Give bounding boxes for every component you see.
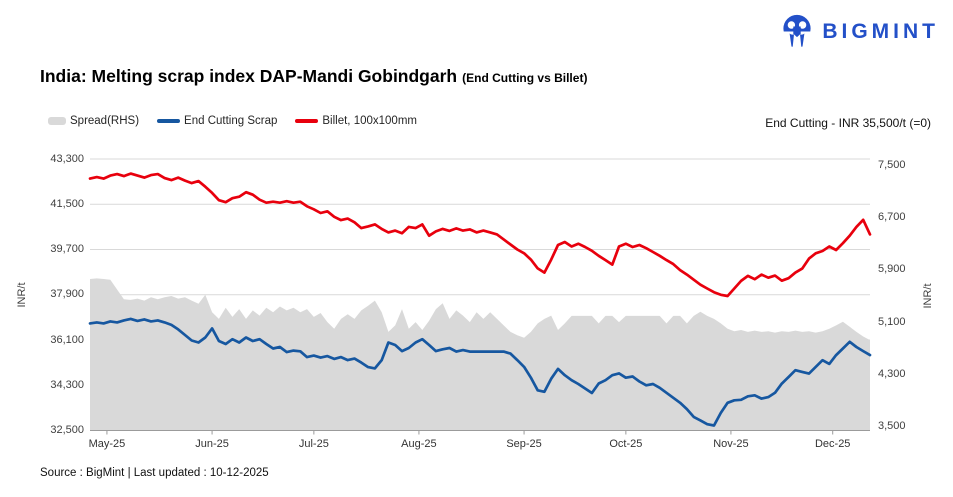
legend: Spread(RHS) End Cutting Scrap Billet, 100x…	[48, 115, 417, 127]
x-tick-1: Jun-25	[195, 438, 229, 450]
legend-swatch-0	[48, 117, 66, 125]
x-tick-2: Jul-25	[298, 438, 329, 450]
legend-item-0: Spread(RHS)	[48, 115, 139, 127]
y-left-tick-6: 32,500	[50, 424, 84, 436]
x-tick-7: Dec-25	[814, 438, 851, 450]
y-axis-left-unit-label: INR/t	[16, 282, 28, 308]
y-left-tick-1: 41,500	[50, 197, 84, 210]
x-tick-0: May-25	[88, 438, 126, 450]
bigmint-logo-icon	[783, 14, 811, 47]
y-right-tick-0: 7,500	[878, 158, 906, 171]
legend-item-2: Billet, 100x100mm	[295, 115, 417, 127]
source-note: Source : BigMint | Last updated : 10-12-…	[40, 467, 269, 479]
y-left-tick-2: 39,700	[50, 243, 84, 255]
bigmint-logo: BIGMINT	[780, 13, 939, 51]
y-left-tick-0: 43,300	[50, 152, 84, 165]
y-left-tick-3: 37,900	[50, 288, 84, 301]
legend-label-2: Billet, 100x100mm	[322, 115, 417, 127]
chart-title-main: India: Melting scrap index DAP-Mandi Gob…	[40, 66, 458, 86]
legend-label-1: End Cutting Scrap	[184, 115, 278, 127]
x-tick-3: Aug-25	[401, 438, 437, 450]
series-area-spread	[90, 278, 870, 431]
x-tick-6: Nov-25	[713, 438, 749, 450]
y-right-tick-1: 6,700	[878, 211, 906, 224]
y-right-tick-5: 3,500	[878, 420, 906, 433]
y-right-tick-3: 5,100	[878, 315, 906, 328]
y-right-tick-2: 5,900	[878, 263, 906, 276]
legend-swatch-2	[295, 119, 319, 123]
latest-value-annotation: End Cutting - INR 35,500/t (=0)	[765, 116, 931, 130]
chart-title: India: Melting scrap index DAP-Mandi Gob…	[40, 66, 587, 87]
x-tick-4: Sep-25	[506, 438, 542, 450]
chart-title-suffix: (End Cutting vs Billet)	[462, 71, 588, 85]
legend-item-1: End Cutting Scrap	[157, 115, 277, 127]
y-axis-right-unit-label: INR/t	[922, 283, 934, 309]
y-left-tick-4: 36,100	[50, 333, 84, 346]
x-tick-5: Oct-25	[609, 438, 643, 450]
legend-swatch-1	[157, 119, 181, 123]
series-line-1	[88, 317, 872, 427]
y-right-tick-4: 4,300	[878, 367, 906, 380]
bigmint-logo-text: BIGMINT	[822, 20, 939, 43]
legend-label-0: Spread(RHS)	[70, 115, 140, 127]
series-line-2	[88, 172, 872, 298]
y-left-tick-5: 34,300	[50, 378, 84, 391]
